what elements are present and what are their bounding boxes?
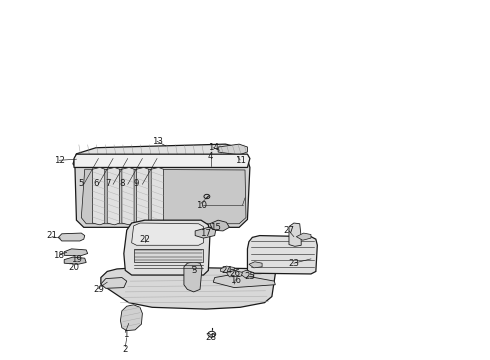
Polygon shape [184, 262, 202, 292]
Text: 29: 29 [93, 285, 104, 294]
Text: 19: 19 [71, 255, 82, 264]
Text: 20: 20 [69, 264, 79, 273]
Text: 22: 22 [139, 235, 150, 244]
Polygon shape [101, 278, 127, 288]
Polygon shape [101, 266, 275, 309]
Polygon shape [75, 158, 250, 227]
Polygon shape [213, 274, 275, 288]
Polygon shape [64, 257, 86, 264]
Text: 28: 28 [205, 333, 216, 342]
Polygon shape [289, 223, 301, 246]
Text: 4: 4 [208, 152, 214, 161]
Polygon shape [137, 167, 149, 225]
Polygon shape [81, 169, 246, 224]
Text: 7: 7 [105, 179, 111, 188]
Text: 9: 9 [134, 179, 139, 188]
Polygon shape [220, 266, 234, 273]
Polygon shape [73, 144, 235, 168]
Polygon shape [247, 235, 318, 274]
Text: 11: 11 [235, 156, 245, 165]
Polygon shape [195, 227, 216, 238]
Text: 14: 14 [208, 143, 219, 152]
Text: 23: 23 [288, 259, 299, 268]
Polygon shape [249, 262, 262, 268]
Text: 3: 3 [191, 266, 196, 275]
Polygon shape [134, 249, 203, 262]
Text: 2: 2 [122, 345, 128, 354]
Polygon shape [93, 167, 105, 225]
Text: 12: 12 [54, 156, 65, 165]
Polygon shape [296, 233, 311, 240]
Text: 21: 21 [47, 231, 57, 240]
Polygon shape [74, 154, 250, 167]
Polygon shape [218, 144, 247, 155]
Polygon shape [122, 167, 134, 225]
Text: 10: 10 [196, 201, 206, 210]
Text: 17: 17 [200, 229, 211, 238]
Polygon shape [231, 157, 245, 164]
Text: 1: 1 [122, 330, 128, 339]
Polygon shape [58, 233, 85, 241]
Polygon shape [107, 167, 120, 225]
Text: 26: 26 [230, 269, 241, 278]
Text: 13: 13 [151, 137, 163, 146]
Polygon shape [151, 167, 163, 225]
Polygon shape [121, 305, 143, 330]
Text: 24: 24 [221, 266, 232, 275]
Text: 6: 6 [93, 179, 98, 188]
Text: 5: 5 [78, 179, 84, 188]
Polygon shape [239, 270, 254, 278]
Text: 15: 15 [210, 223, 221, 232]
Polygon shape [226, 270, 243, 277]
Text: 8: 8 [119, 179, 124, 188]
Polygon shape [132, 223, 203, 245]
Text: 16: 16 [230, 276, 241, 285]
Polygon shape [64, 249, 88, 256]
Polygon shape [124, 220, 210, 275]
Polygon shape [210, 220, 229, 231]
Text: 25: 25 [245, 271, 255, 280]
Text: 27: 27 [284, 226, 294, 235]
Text: 18: 18 [53, 251, 64, 260]
Circle shape [208, 331, 216, 337]
